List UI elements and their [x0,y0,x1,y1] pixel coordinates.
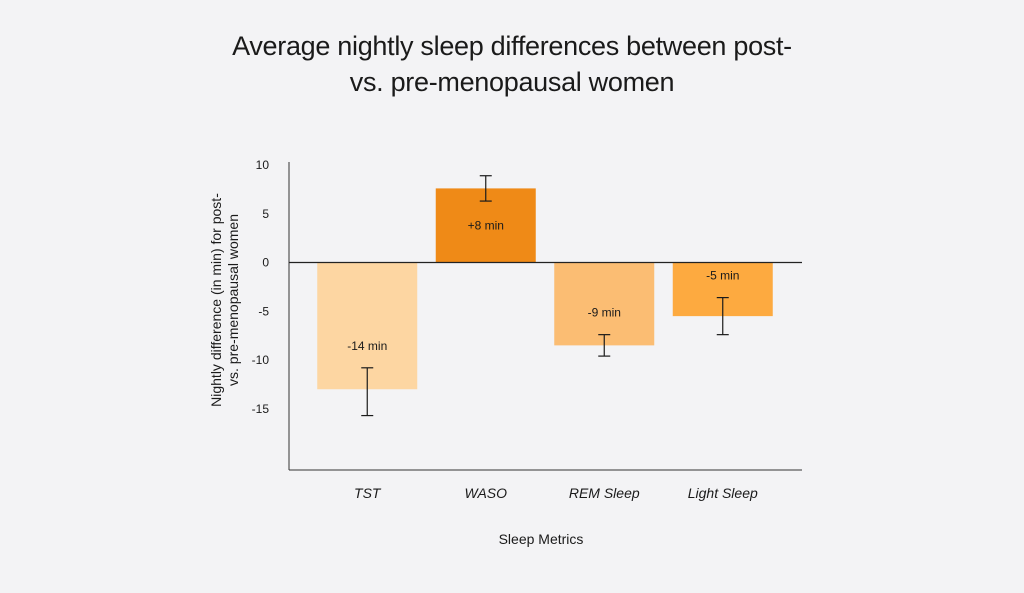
y-tick-label: -15 [252,402,270,416]
chart-title: Average nightly sleep differences betwee… [0,28,1024,100]
data-label: -5 min [706,269,739,283]
y-tick-label: -5 [258,304,269,318]
chart-title-line-1: Average nightly sleep differences betwee… [232,31,792,61]
y-axis-title-line: Nightly difference (in min) for post- [208,193,224,407]
y-axis-title: Nightly difference (in min) for post-vs.… [208,193,241,407]
data-label: -9 min [588,306,621,320]
bar [554,262,655,346]
data-label: -14 min [347,339,387,353]
data-label: +8 min [468,218,504,232]
chart-title-line-2: vs. pre-menopausal women [349,67,675,97]
x-category-label: TST [354,485,382,501]
x-axis-title: Sleep Metrics [499,531,584,547]
y-tick-label: 5 [262,207,269,221]
x-category-label: WASO [464,485,507,501]
x-category-label: REM Sleep [569,485,640,501]
y-tick-label: 0 [262,256,269,270]
y-tick-label: -10 [252,353,270,367]
y-tick-label: 10 [256,158,270,172]
x-category-label: Light Sleep [688,485,758,501]
y-axis-title-line: vs. pre-menopausal women [225,214,241,386]
